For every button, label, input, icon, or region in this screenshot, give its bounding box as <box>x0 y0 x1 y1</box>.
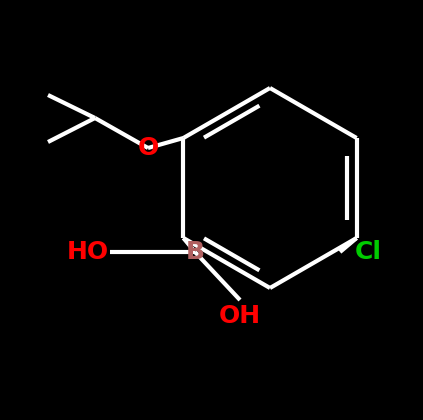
Text: B: B <box>186 240 204 264</box>
Text: O: O <box>137 136 159 160</box>
Text: HO: HO <box>67 240 109 264</box>
Text: OH: OH <box>219 304 261 328</box>
Text: Cl: Cl <box>354 240 382 264</box>
